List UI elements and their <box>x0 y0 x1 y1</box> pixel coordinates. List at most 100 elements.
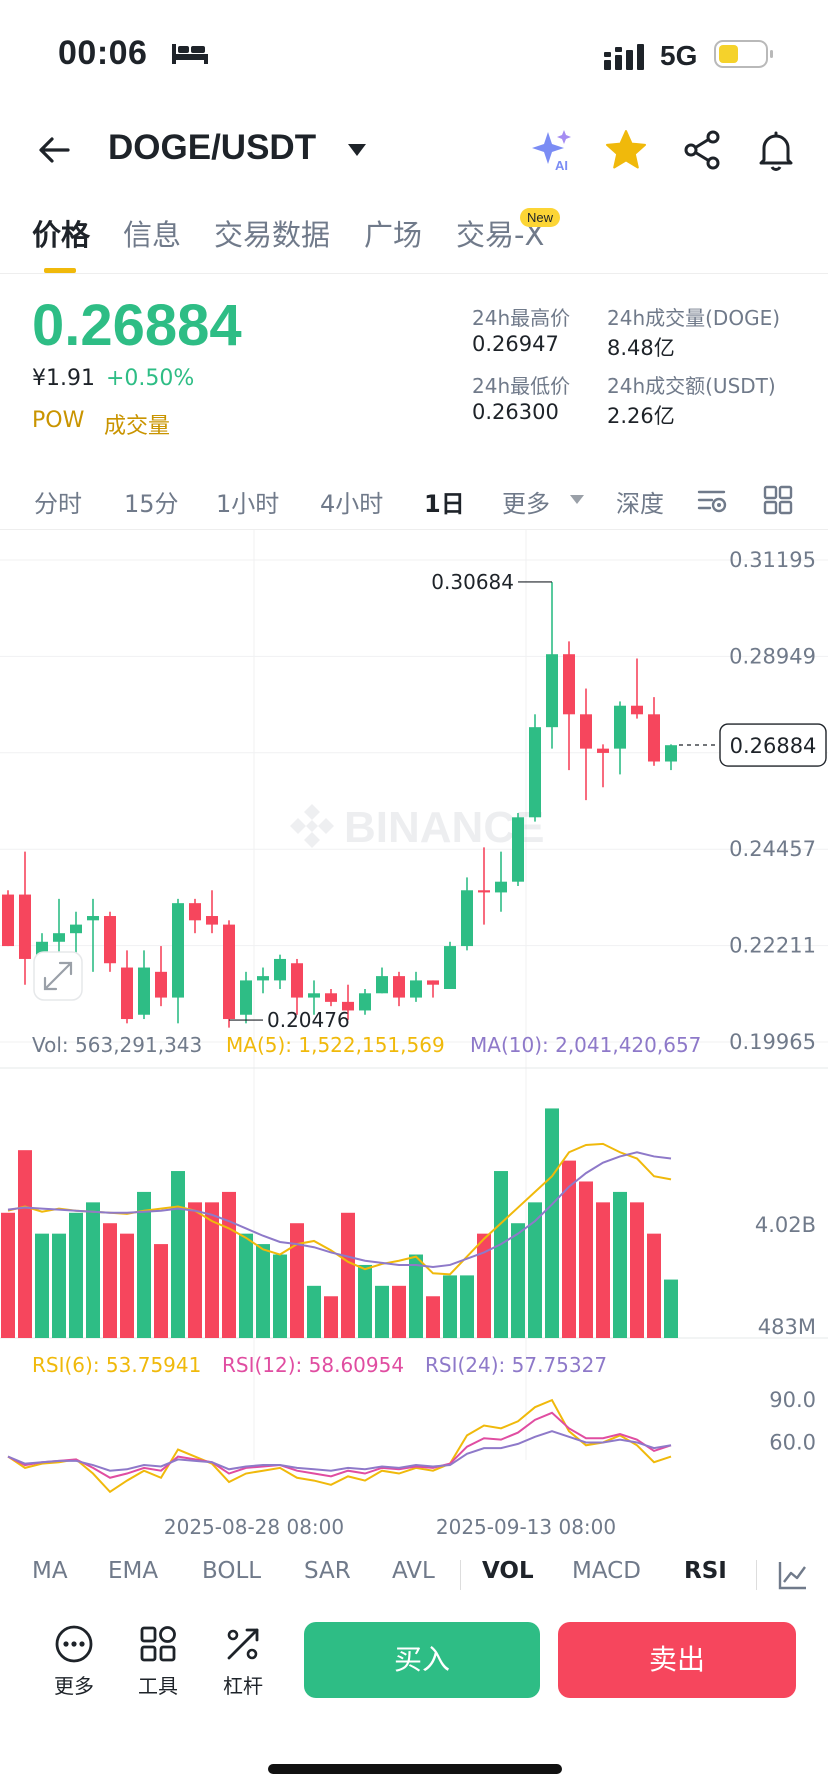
indicator-rsi[interactable]: RSI <box>684 1558 727 1584</box>
candle-body <box>19 894 31 959</box>
bell-icon[interactable] <box>754 128 798 172</box>
cny-price: ¥1.91 <box>32 366 95 391</box>
interval-1d[interactable]: 1日 <box>424 490 465 518</box>
last-price: 0.26884 <box>32 293 242 358</box>
volume-bar <box>103 1223 117 1338</box>
candle-body <box>121 967 133 1020</box>
volume-quote-value: 2.26亿 <box>607 404 675 428</box>
pow-tag[interactable]: POW <box>32 408 85 433</box>
rsi-axis-label: 60.0 <box>769 1430 816 1454</box>
more-button[interactable]: 更多 <box>44 1624 104 1699</box>
volume-bar <box>613 1191 627 1338</box>
candle-body <box>648 714 660 762</box>
ai-sparkle-icon[interactable]: AI <box>530 128 574 172</box>
indicator-ma[interactable]: MA <box>32 1558 68 1584</box>
volume-bar <box>477 1233 491 1338</box>
price-change-percent: +0.50% <box>106 366 195 391</box>
candle-body <box>172 903 184 998</box>
candle-body <box>393 976 405 998</box>
volume-bar <box>86 1202 100 1338</box>
interval-15m[interactable]: 15分 <box>124 490 179 518</box>
rsi6-line <box>7 1398 672 1494</box>
layout-grid-icon[interactable] <box>762 484 794 516</box>
volume-header: Vol: 563,291,343 MA(5): 1,522,151,569 MA… <box>32 1033 701 1057</box>
current-price-tag <box>719 723 827 767</box>
volume-bar <box>358 1264 372 1338</box>
ma5-readout: MA(5): 1,522,151,569 <box>226 1033 445 1057</box>
volume-bar <box>494 1171 508 1338</box>
volume-bar <box>1 1212 15 1338</box>
volume-bar <box>290 1223 304 1338</box>
price-axis-label: 0.24457 <box>729 837 816 861</box>
sell-button[interactable]: 卖出 <box>558 1622 796 1698</box>
candle-body <box>614 705 626 749</box>
vol-readout: Vol: 563,291,343 <box>32 1033 202 1057</box>
ma10-readout: MA(10): 2,041,420,657 <box>470 1033 701 1057</box>
volume-bar <box>205 1202 219 1338</box>
indicator-boll[interactable]: BOLL <box>202 1558 262 1584</box>
volume-bar <box>222 1191 236 1338</box>
tools-label: 工具 <box>138 1674 178 1698</box>
back-icon[interactable] <box>34 130 74 170</box>
candle-body <box>308 993 320 998</box>
binance-watermark: BINANCE <box>290 803 544 852</box>
price-markers: 0.30684 0.20476 0.26884 <box>229 570 827 1032</box>
volume-bar <box>154 1244 168 1338</box>
volume-base-label: 24h成交量(DOGE) <box>607 306 781 330</box>
svg-text:AI: AI <box>555 158 568 172</box>
tab-square[interactable]: 广场 <box>364 218 423 252</box>
depth-tab[interactable]: 深度 <box>616 490 664 518</box>
leverage-button[interactable]: 杠杆 <box>213 1624 273 1699</box>
candlestick-chart[interactable]: BINANCE 0.31195 0.28949 0.24457 0.22211 0.19… <box>0 530 828 1548</box>
sleep-mode-icon <box>172 44 208 64</box>
volume-bar <box>460 1275 474 1338</box>
volume-bar <box>341 1212 355 1338</box>
time-axis: 2025-08-28 08:00 2025-09-13 08:00 <box>164 1515 616 1539</box>
interval-timeline[interactable]: 分时 <box>34 490 82 518</box>
favorite-star-icon[interactable] <box>604 128 648 172</box>
candle-body <box>53 933 65 942</box>
high-marker-label: 0.30684 <box>431 570 514 594</box>
indicator-settings-icon[interactable] <box>776 1558 810 1592</box>
candle-body <box>257 976 269 981</box>
tab-price[interactable]: 价格 <box>32 218 91 252</box>
volume-bar <box>528 1202 542 1338</box>
candle-body <box>410 980 422 998</box>
interval-more[interactable]: 更多 <box>502 490 550 518</box>
volume-bar <box>239 1233 253 1338</box>
low-marker-label: 0.20476 <box>267 1008 350 1032</box>
share-icon[interactable] <box>680 128 724 172</box>
leverage-icon <box>227 1628 259 1660</box>
interval-4h[interactable]: 4小时 <box>320 490 384 518</box>
candle-body <box>342 1001 354 1011</box>
indicator-sar[interactable]: SAR <box>304 1558 351 1584</box>
tab-info[interactable]: 信息 <box>123 218 182 252</box>
indicator-avl[interactable]: AVL <box>392 1558 435 1584</box>
interval-1h[interactable]: 1小时 <box>216 490 280 518</box>
indicator-macd[interactable]: MACD <box>572 1558 641 1584</box>
indicator-vol[interactable]: VOL <box>482 1558 534 1584</box>
caret-down-icon[interactable] <box>568 492 586 506</box>
caret-down-icon[interactable] <box>345 140 369 160</box>
volume-bar <box>69 1212 83 1338</box>
indicator-ema[interactable]: EMA <box>108 1558 159 1584</box>
chart-settings-icon[interactable] <box>696 484 728 516</box>
volume-bar <box>647 1233 661 1338</box>
volume-base-value: 8.48亿 <box>607 336 675 360</box>
tools-button[interactable]: 工具 <box>128 1624 188 1699</box>
volume-bar <box>171 1171 185 1338</box>
candle-body <box>495 881 507 893</box>
indicator-divider <box>756 1560 757 1590</box>
low-24h-value: 0.26300 <box>472 400 559 424</box>
expand-chart-button[interactable] <box>33 951 83 1001</box>
volume-bar <box>562 1160 576 1338</box>
candle-body <box>87 916 99 921</box>
high-24h-value: 0.26947 <box>472 332 559 356</box>
buy-button[interactable]: 买入 <box>304 1622 540 1698</box>
volume-bar <box>18 1150 32 1338</box>
volume-tag[interactable]: 成交量 <box>104 414 171 439</box>
rsi6-readout: RSI(6): 53.75941 <box>32 1353 201 1377</box>
pair-title[interactable]: DOGE/USDT <box>108 128 317 167</box>
candle-body <box>240 980 252 1015</box>
tab-trading-data[interactable]: 交易数据 <box>214 218 331 252</box>
